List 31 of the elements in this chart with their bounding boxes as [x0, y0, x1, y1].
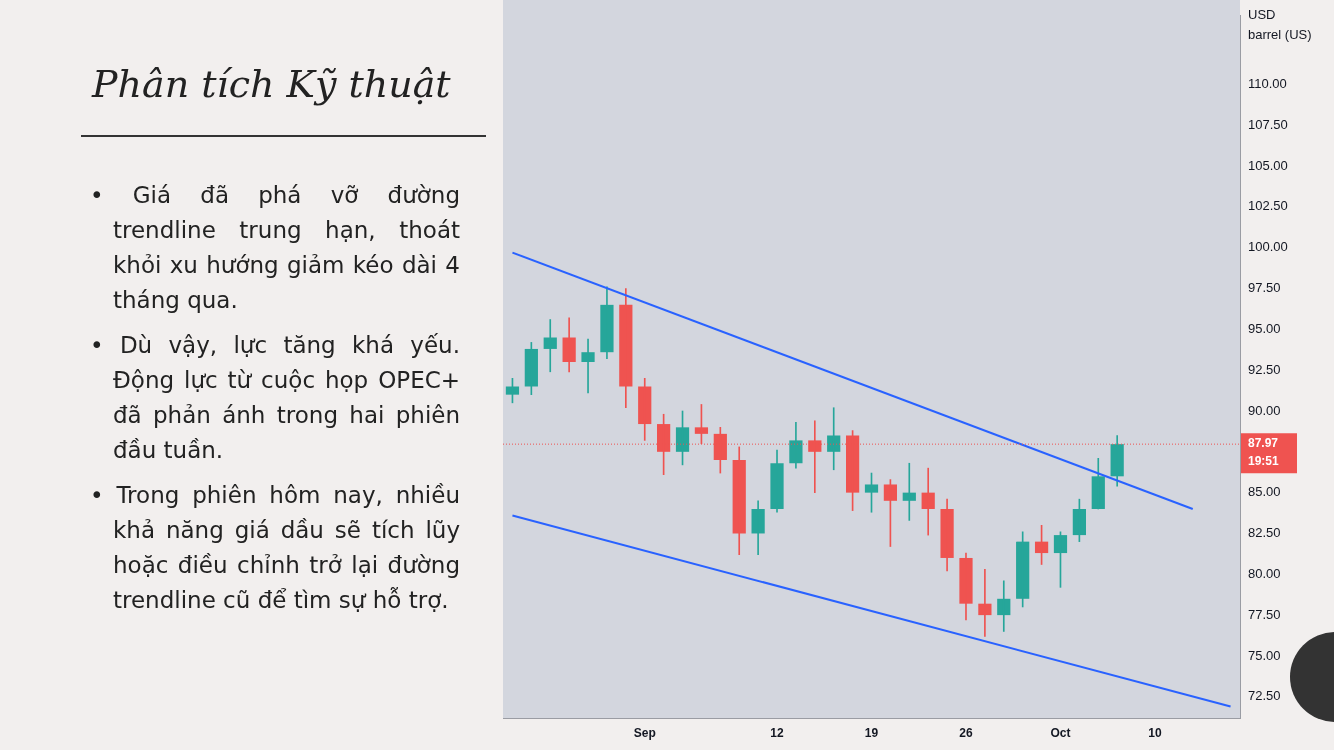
- y-tick-label: 102.50: [1248, 198, 1288, 214]
- y-axis-title: USD barrel (US): [1248, 6, 1312, 44]
- text: • Trong phiên hôm nay, nhiều khả năng giá dầu sẽ tích lũy hoặc điều chỉnh trở lại đường trendline cũ để tìm sự hỗ trợ.: [90, 481, 460, 615]
- x-tick-label: 12: [770, 725, 785, 740]
- y-tick-label: 110.00: [1248, 75, 1287, 91]
- x-tick-label: Oct: [1050, 725, 1071, 740]
- candlestick: [600, 286, 614, 360]
- y-tick-label: 82.50: [1248, 525, 1281, 541]
- text: • Giá đã phá vỡ đường trendline trung hạn, thoát khỏi xu hướng giảm kéo dài 4 tháng qua.: [90, 181, 460, 315]
- candlestick: [940, 498, 954, 572]
- x-tick-label: 10: [1148, 725, 1162, 740]
- text: Phân tích Kỹ thuật: [92, 62, 451, 106]
- y-tick-label: 90.00: [1248, 402, 1281, 418]
- y-tick-label: 72.50: [1248, 688, 1281, 704]
- text: • Dù vậy, lực tăng khá yếu. Động lực từ cuộc họp OPEC+ đã phản ánh trong hai phiên đầu tuần.: [90, 331, 460, 465]
- y-tick-label: 95.00: [1248, 320, 1281, 336]
- y-tick-label: 80.00: [1248, 565, 1281, 581]
- candlestick: [770, 449, 784, 513]
- y-tick-label: 107.50: [1248, 116, 1288, 132]
- candlestick: [959, 552, 973, 621]
- y-tick-label: 92.50: [1248, 361, 1281, 377]
- y-tick-label: 105.00: [1248, 157, 1288, 173]
- x-tick-label: 26: [959, 725, 973, 740]
- x-tick-label: Sep: [633, 725, 656, 740]
- y-tick-label: 75.00: [1248, 647, 1281, 663]
- x-tick-label: 19: [864, 725, 879, 740]
- candlestick: [581, 338, 595, 394]
- y-tick-label: 100.00: [1248, 239, 1288, 255]
- y-tick-label: 77.50: [1248, 606, 1281, 622]
- y-tick-label: 85.00: [1248, 484, 1281, 500]
- y-tick-label: 97.50: [1248, 280, 1281, 296]
